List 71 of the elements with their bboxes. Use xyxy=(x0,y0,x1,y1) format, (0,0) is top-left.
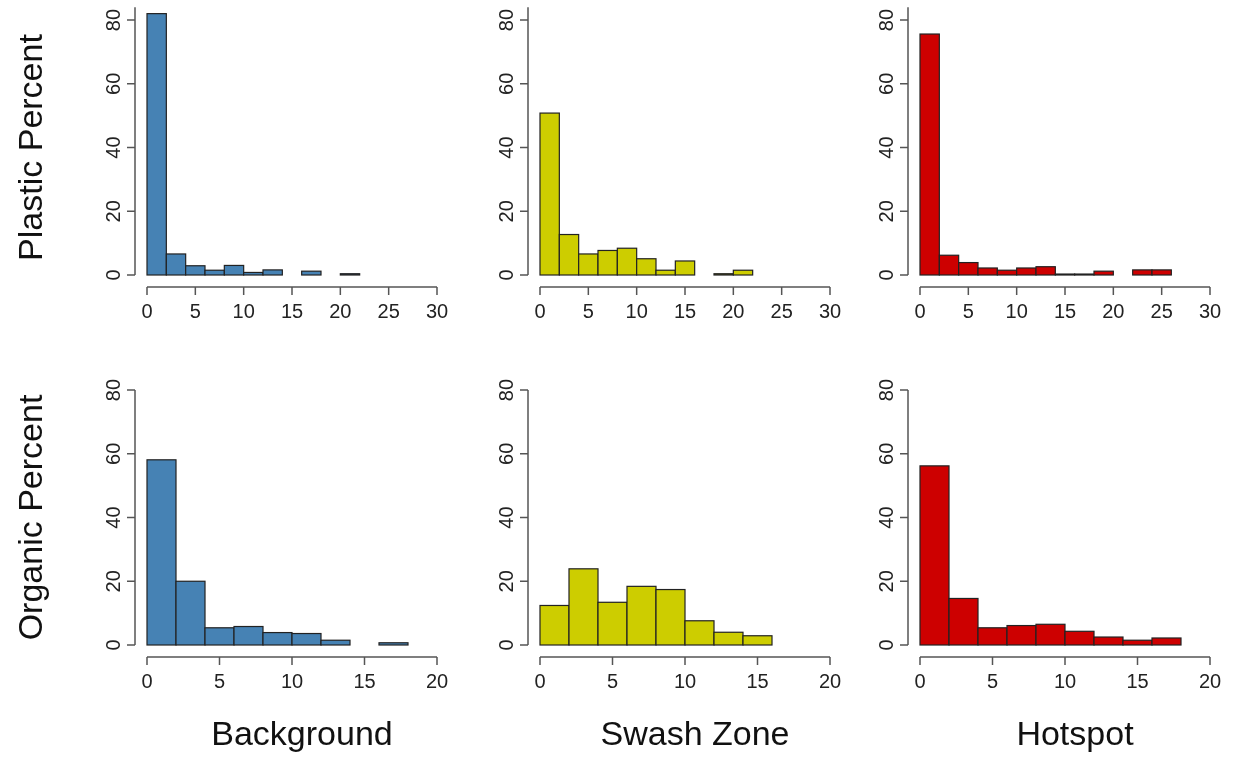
y-tick-label: 40 xyxy=(875,506,897,529)
x-tick-label: 20 xyxy=(1102,300,1125,322)
y-tick-label: 20 xyxy=(495,200,517,223)
x-tick-label: 5 xyxy=(582,300,594,322)
x-tick-label: 5 xyxy=(189,300,201,322)
y-tick-label: 60 xyxy=(102,442,124,465)
x-tick-label: 0 xyxy=(534,670,546,692)
y-tick-label: 20 xyxy=(875,200,897,223)
y-tick-label: 40 xyxy=(495,136,517,159)
y-tick-label: 40 xyxy=(495,506,517,529)
y-tick-label: 0 xyxy=(102,269,124,281)
x-axis-title: Background xyxy=(211,714,393,752)
x-tick-label: 0 xyxy=(534,300,546,322)
x-tick-label: 10 xyxy=(625,300,648,322)
x-tick-label: 15 xyxy=(1126,670,1149,692)
x-tick-label: 15 xyxy=(353,670,376,692)
x-axis-title: Hotspot xyxy=(1016,714,1135,752)
x-tick-label: 15 xyxy=(746,670,769,692)
y-tick-label: 40 xyxy=(102,136,124,159)
y-tick-label: 0 xyxy=(875,639,897,651)
y-tick-label: 20 xyxy=(875,570,897,593)
x-tick-label: 20 xyxy=(425,670,449,692)
y-tick-label: 0 xyxy=(495,269,517,281)
y-tick-label: 60 xyxy=(875,442,897,465)
y-tick-label: 0 xyxy=(495,639,517,651)
x-tick-label: 5 xyxy=(606,670,619,692)
x-tick-label: 20 xyxy=(1198,670,1222,692)
x-tick-label: 15 xyxy=(1053,300,1077,322)
y-tick-label: 80 xyxy=(102,378,124,402)
y-tick-label: 0 xyxy=(875,269,897,281)
x-tick-label: 20 xyxy=(329,300,352,322)
y-tick-label: 80 xyxy=(495,8,517,32)
x-tick-label: 10 xyxy=(280,670,304,692)
x-tick-label: 15 xyxy=(673,300,697,322)
x-tick-label: 5 xyxy=(213,670,226,692)
y-tick-label: 40 xyxy=(102,506,124,529)
y-axis-title: Plastic Percent xyxy=(11,33,49,261)
x-tick-label: 0 xyxy=(914,300,926,322)
x-tick-label: 0 xyxy=(141,300,153,322)
x-axis-title: Swash Zone xyxy=(600,714,790,752)
y-tick-label: 20 xyxy=(102,570,124,593)
y-tick-label: 60 xyxy=(495,72,517,95)
x-tick-label: 0 xyxy=(914,670,926,692)
y-tick-label: 60 xyxy=(875,72,897,95)
x-tick-label: 10 xyxy=(1005,300,1028,322)
x-tick-label: 5 xyxy=(962,300,974,322)
y-tick-label: 60 xyxy=(495,442,517,465)
x-tick-label: 25 xyxy=(1150,300,1173,322)
y-tick-label: 40 xyxy=(875,136,897,159)
x-tick-label: 20 xyxy=(818,670,842,692)
y-tick-label: 20 xyxy=(495,570,517,593)
x-tick-label: 10 xyxy=(673,670,697,692)
x-tick-label: 15 xyxy=(280,300,304,322)
y-tick-label: 20 xyxy=(102,200,124,223)
x-tick-label: 20 xyxy=(722,300,745,322)
x-tick-label: 10 xyxy=(1053,670,1077,692)
y-tick-label: 0 xyxy=(102,639,124,651)
x-tick-label: 30 xyxy=(818,300,842,322)
x-tick-label: 25 xyxy=(377,300,400,322)
x-tick-label: 30 xyxy=(1198,300,1222,322)
x-tick-label: 25 xyxy=(770,300,793,322)
x-tick-label: 5 xyxy=(986,670,999,692)
y-tick-label: 80 xyxy=(875,378,897,402)
y-tick-label: 80 xyxy=(102,8,124,32)
y-tick-label: 80 xyxy=(495,378,517,402)
x-tick-label: 0 xyxy=(141,670,153,692)
x-tick-label: 30 xyxy=(425,300,449,322)
y-axis-title: Organic Percent xyxy=(11,394,49,641)
x-tick-label: 10 xyxy=(232,300,255,322)
y-tick-label: 80 xyxy=(875,8,897,32)
y-tick-label: 60 xyxy=(102,72,124,95)
